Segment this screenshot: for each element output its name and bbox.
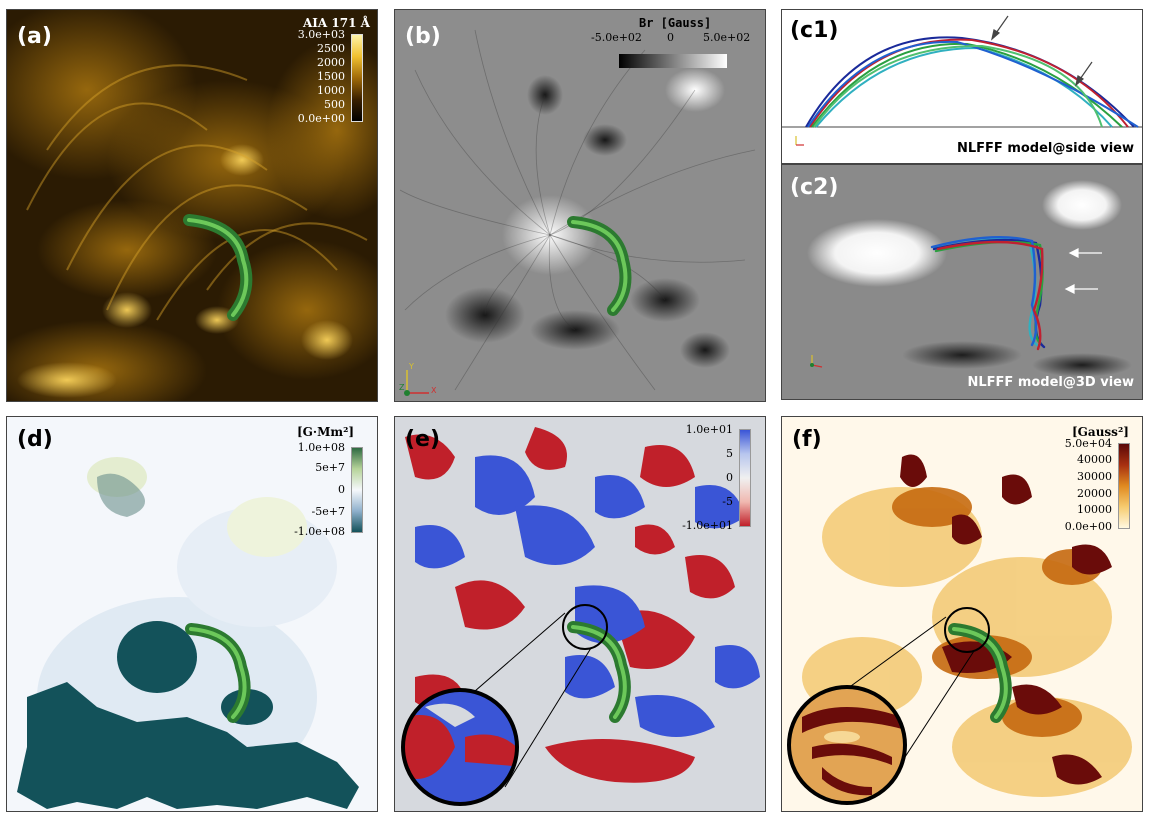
colorbar-tick-e-2: 0 xyxy=(726,471,733,484)
flux-rope-3d-view xyxy=(782,165,1142,399)
colorbar-f xyxy=(1118,443,1130,529)
colorbar-tick-d-0: 1.0e+08 xyxy=(297,441,345,454)
panel-label-d: (d) xyxy=(17,427,53,452)
flux-rope-e xyxy=(567,621,631,723)
colorbar-a xyxy=(351,34,363,122)
flux-rope-a xyxy=(183,214,253,321)
panel-a: (a) AIA 171 Å 3.0e+03 2500 2000 1500 100… xyxy=(6,9,378,402)
panel-f: (f) [Gauss²] 5.0e+04 40000 30000 20000 1… xyxy=(781,416,1143,812)
flux-rope-f xyxy=(948,623,1012,723)
zoom-connector-e xyxy=(504,647,592,788)
flux-rope-side-view xyxy=(782,15,1142,146)
colorbar-tick-e-3: -5 xyxy=(722,495,733,508)
flux-rope-b xyxy=(567,216,632,316)
colorbar-tick-b-mid: 0 xyxy=(667,31,674,44)
colorbar-tick-f-2: 30000 xyxy=(1077,470,1112,483)
axes-triad-c2 xyxy=(810,355,823,368)
aia-image xyxy=(7,10,377,401)
colorbar-tick-d-1: 5e+7 xyxy=(315,461,345,474)
colorbar-tick-f-4: 10000 xyxy=(1077,503,1112,516)
colorbar-title-b: Br [Gauss] xyxy=(639,16,712,30)
colorbar-tick-f-0: 5.0e+04 xyxy=(1064,437,1112,450)
axes-triad-c1 xyxy=(795,136,804,146)
colorbar-tick-e-0: 1.0e+01 xyxy=(685,423,733,436)
panel-label-c2: (c2) xyxy=(790,175,839,200)
panel-label-b: (b) xyxy=(405,24,441,49)
panel-label-f: (f) xyxy=(792,427,822,452)
colorbar-tick-d-4: -1.0e+08 xyxy=(294,525,345,538)
colorbar-e xyxy=(739,429,751,527)
colorbar-tick-e-1: 5 xyxy=(726,447,733,460)
panel-label-c1: (c1) xyxy=(790,18,839,43)
current-helicity-map xyxy=(395,417,765,811)
arrow-markers-c1 xyxy=(991,15,1093,87)
colorbar-d xyxy=(351,447,363,533)
colorbar-tick-d-2: 0 xyxy=(338,483,345,496)
axis-x-label: X xyxy=(431,386,437,395)
colorbar-tick-f-1: 40000 xyxy=(1077,453,1112,466)
colorbar-tick-b-min: -5.0e+02 xyxy=(591,31,642,44)
caption-c1: NLFFF model@side view xyxy=(957,141,1134,156)
colorbar-tick-f-5: 0.0e+00 xyxy=(1064,520,1112,533)
panel-c1: (c1) NLFFF model@side view xyxy=(781,9,1143,164)
colorbar-title-f: [Gauss²] xyxy=(1072,425,1129,439)
colorbar-tick-d-3: -5e+7 xyxy=(311,505,345,518)
colorbar-tick-b-max: 5.0e+02 xyxy=(703,31,751,44)
magnetic-energy-map xyxy=(782,417,1142,811)
colorbar-title-d: [G·Mm²] xyxy=(297,425,355,439)
flux-rope-d xyxy=(185,623,251,723)
panel-d: (d) [G·Mm²] 1.0e+08 5e+7 0 -5e+7 -1.0e+0… xyxy=(6,416,378,812)
zoom-inset-e xyxy=(401,688,519,806)
colorbar-title-a: AIA 171 Å xyxy=(303,16,370,30)
axis-y-label: Y xyxy=(409,362,414,371)
panel-b: (b) Br [Gauss] -5.0e+02 0 5.0e+02 Y Z X xyxy=(394,9,766,402)
helicity-flux-map xyxy=(7,417,377,811)
arrow-markers-c2 xyxy=(1064,248,1102,294)
axis-z-label: Z xyxy=(399,383,405,392)
zoom-inset-f xyxy=(787,685,907,805)
panel-label-a: (a) xyxy=(17,24,52,49)
magnetogram-image xyxy=(395,10,765,401)
axes-triad-b xyxy=(404,370,429,396)
zoom-target-circle-f xyxy=(944,607,990,653)
colorbar-tick-f-3: 20000 xyxy=(1077,487,1112,500)
caption-c2: NLFFF model@3D view xyxy=(967,375,1134,390)
panel-c2: (c2) NLFFF model@3D view xyxy=(781,164,1143,400)
panel-e: (e) 1.0e+01 5 0 -5 -1.0e+01 xyxy=(394,416,766,812)
panel-label-e: (e) xyxy=(405,427,441,452)
zoom-target-circle-e xyxy=(562,604,608,650)
colorbar-b xyxy=(619,54,727,68)
colorbar-tick-e-4: -1.0e+01 xyxy=(682,519,733,532)
